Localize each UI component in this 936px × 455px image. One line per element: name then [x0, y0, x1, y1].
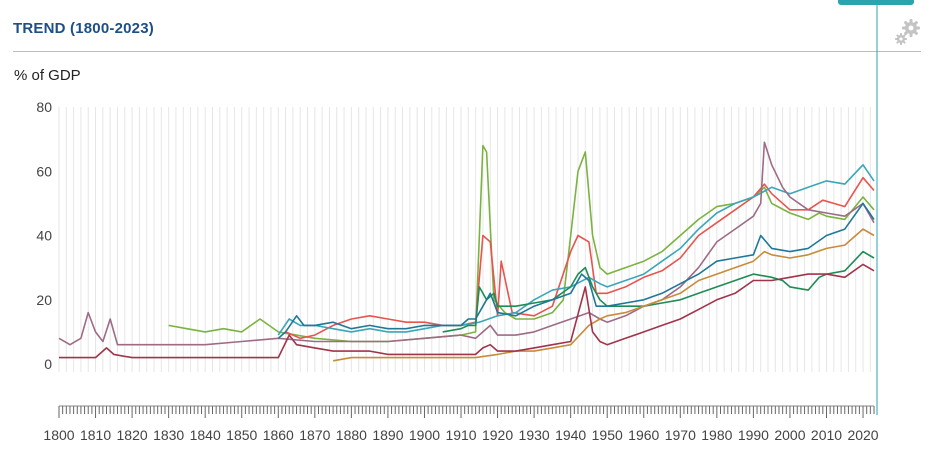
x-tick-label: 1860: [263, 427, 294, 443]
series-line-4[interactable]: [58, 141, 875, 346]
x-tick-label: 1890: [372, 427, 403, 443]
y-tick-label: 0: [44, 356, 52, 372]
y-tick-label: 20: [36, 292, 52, 308]
series-line-3[interactable]: [277, 164, 875, 336]
chart-title: TREND (1800-2023): [13, 20, 154, 37]
x-tick-label: 1820: [117, 427, 148, 443]
gear-icon[interactable]: [892, 17, 922, 47]
x-tick-label: 1900: [409, 427, 440, 443]
series-line-6[interactable]: [332, 228, 875, 362]
x-tick-label: 1870: [299, 427, 330, 443]
series-line-5[interactable]: [442, 250, 875, 333]
x-tick-label: 1810: [80, 427, 111, 443]
y-tick-label: 60: [36, 163, 52, 179]
x-tick-label: 1970: [665, 427, 696, 443]
series-line-1[interactable]: [168, 144, 875, 343]
x-tick-label: 1930: [519, 427, 550, 443]
y-tick-label: 40: [36, 228, 52, 244]
y-tick-label: 80: [36, 99, 52, 115]
x-tick-label: 1880: [336, 427, 367, 443]
x-tick-label: 1800: [43, 427, 74, 443]
title-divider: [13, 51, 921, 52]
x-tick-label: 2000: [774, 427, 805, 443]
x-tick-label: 2020: [847, 427, 878, 443]
x-tick-label: 1960: [628, 427, 659, 443]
series-line-2[interactable]: [285, 176, 875, 340]
x-tick-label: 1920: [482, 427, 513, 443]
series-line-8[interactable]: [59, 263, 875, 359]
series-line-7[interactable]: [277, 202, 875, 339]
x-tick-label: 2010: [811, 427, 842, 443]
header-tab-indicator: [838, 0, 914, 5]
x-tick-label: 1990: [738, 427, 769, 443]
x-tick-label: 1940: [555, 427, 586, 443]
x-tick-label: 1840: [190, 427, 221, 443]
x-tick-label: 1980: [701, 427, 732, 443]
x-tick-label: 1910: [445, 427, 476, 443]
x-tick-label: 1950: [592, 427, 623, 443]
x-tick-label: 1830: [153, 427, 184, 443]
y-axis-label: % of GDP: [14, 67, 81, 84]
x-tick-label: 1850: [226, 427, 257, 443]
